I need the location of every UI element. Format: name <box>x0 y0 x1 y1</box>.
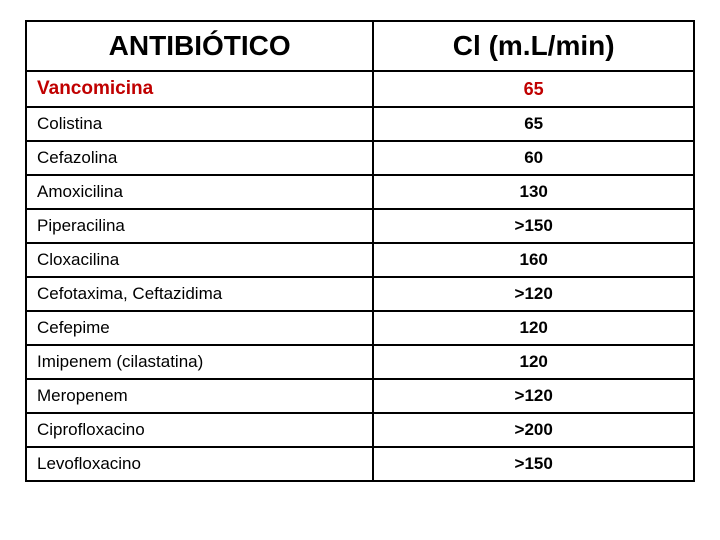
antibiotic-name: Vancomicina <box>26 71 373 107</box>
column-header-value: Cl (m.L/min) <box>373 21 694 71</box>
clearance-value: >150 <box>373 447 694 481</box>
clearance-value: 160 <box>373 243 694 277</box>
antibiotic-name: Imipenem (cilastatina) <box>26 345 373 379</box>
antibiotic-name: Cloxacilina <box>26 243 373 277</box>
table-row: Levofloxacino >150 <box>26 447 694 481</box>
antibiotic-name: Meropenem <box>26 379 373 413</box>
antibiotic-name: Levofloxacino <box>26 447 373 481</box>
table-row: Vancomicina 65 <box>26 71 694 107</box>
table-row: Ciprofloxacino >200 <box>26 413 694 447</box>
antibiotic-name: Piperacilina <box>26 209 373 243</box>
clearance-value: >150 <box>373 209 694 243</box>
antibiotic-name: Cefotaxima, Ceftazidima <box>26 277 373 311</box>
table-row: Cefepime 120 <box>26 311 694 345</box>
table-row: Imipenem (cilastatina) 120 <box>26 345 694 379</box>
clearance-value: 120 <box>373 311 694 345</box>
clearance-value: 130 <box>373 175 694 209</box>
clearance-value: >120 <box>373 379 694 413</box>
table-row: Piperacilina >150 <box>26 209 694 243</box>
antibiotic-name: Amoxicilina <box>26 175 373 209</box>
table-row: Meropenem >120 <box>26 379 694 413</box>
clearance-value: >120 <box>373 277 694 311</box>
antibiotic-name: Colistina <box>26 107 373 141</box>
table-row: Amoxicilina 130 <box>26 175 694 209</box>
antibiotic-name: Cefepime <box>26 311 373 345</box>
table-row: Cefazolina 60 <box>26 141 694 175</box>
table-row: Cloxacilina 160 <box>26 243 694 277</box>
table-row: Cefotaxima, Ceftazidima >120 <box>26 277 694 311</box>
antibiotic-table: ANTIBIÓTICO Cl (m.L/min) Vancomicina 65 … <box>25 20 695 482</box>
clearance-value: 60 <box>373 141 694 175</box>
clearance-value: 65 <box>373 107 694 141</box>
table-header-row: ANTIBIÓTICO Cl (m.L/min) <box>26 21 694 71</box>
clearance-value: 120 <box>373 345 694 379</box>
column-header-name: ANTIBIÓTICO <box>26 21 373 71</box>
table-body: Vancomicina 65 Colistina 65 Cefazolina 6… <box>26 71 694 481</box>
clearance-value: 65 <box>373 71 694 107</box>
antibiotic-name: Ciprofloxacino <box>26 413 373 447</box>
antibiotic-name: Cefazolina <box>26 141 373 175</box>
table-row: Colistina 65 <box>26 107 694 141</box>
clearance-value: >200 <box>373 413 694 447</box>
